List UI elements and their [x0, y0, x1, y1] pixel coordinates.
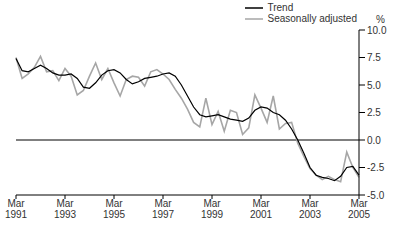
- svg-text:Mar2005: Mar2005: [348, 198, 371, 220]
- svg-text:Mar2003: Mar2003: [299, 198, 322, 220]
- svg-text:Mar1993: Mar1993: [54, 198, 77, 220]
- svg-text:Mar1997: Mar1997: [152, 198, 175, 220]
- svg-text:Mar1999: Mar1999: [201, 198, 224, 220]
- svg-text:10.0: 10.0: [367, 25, 387, 36]
- svg-text:2.5: 2.5: [367, 107, 381, 118]
- svg-text:Mar1995: Mar1995: [103, 198, 126, 220]
- svg-text:7.5: 7.5: [367, 52, 381, 63]
- svg-text:-5.0: -5.0: [367, 190, 385, 201]
- svg-text:0.0: 0.0: [367, 135, 381, 146]
- html-text:Trend: Trend: [267, 2, 294, 13]
- svg-text:5.0: 5.0: [367, 80, 381, 91]
- svg-text:-2.5: -2.5: [367, 162, 385, 173]
- svg-text:Mar2001: Mar2001: [250, 198, 273, 220]
- svg-text:Mar1991: Mar1991: [8, 198, 28, 220]
- html-text:Seasonally adjusted: Seasonally adjusted: [267, 13, 357, 24]
